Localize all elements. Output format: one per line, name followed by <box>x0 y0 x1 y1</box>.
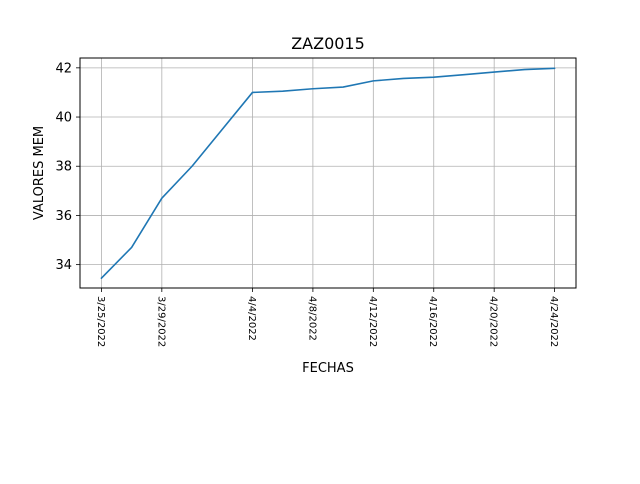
y-tick-label: 38 <box>55 160 72 175</box>
y-tick-label: 40 <box>55 111 72 126</box>
x-tick-label: 4/12/2022 <box>367 296 378 347</box>
y-tick-label: 42 <box>55 61 72 76</box>
x-tick-label: 3/29/2022 <box>155 296 166 347</box>
x-tick-label: 4/4/2022 <box>246 296 257 341</box>
x-tick-label: 4/16/2022 <box>427 296 438 347</box>
x-tick-label: 4/8/2022 <box>306 296 317 341</box>
y-axis-label: VALORES MEM <box>32 126 47 220</box>
x-tick-label: 4/20/2022 <box>488 296 499 347</box>
y-tick-label: 36 <box>55 209 72 224</box>
chart-title: ZAZ0015 <box>291 34 365 53</box>
x-axis-label: FECHAS <box>302 361 354 376</box>
y-tick-label: 34 <box>55 258 72 273</box>
x-tick-label: 4/24/2022 <box>548 296 559 347</box>
x-tick-label: 3/25/2022 <box>95 296 106 347</box>
